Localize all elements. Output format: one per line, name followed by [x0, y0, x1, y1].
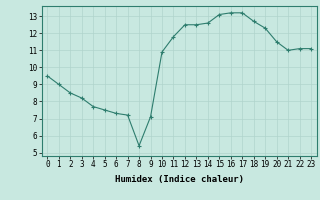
X-axis label: Humidex (Indice chaleur): Humidex (Indice chaleur): [115, 175, 244, 184]
